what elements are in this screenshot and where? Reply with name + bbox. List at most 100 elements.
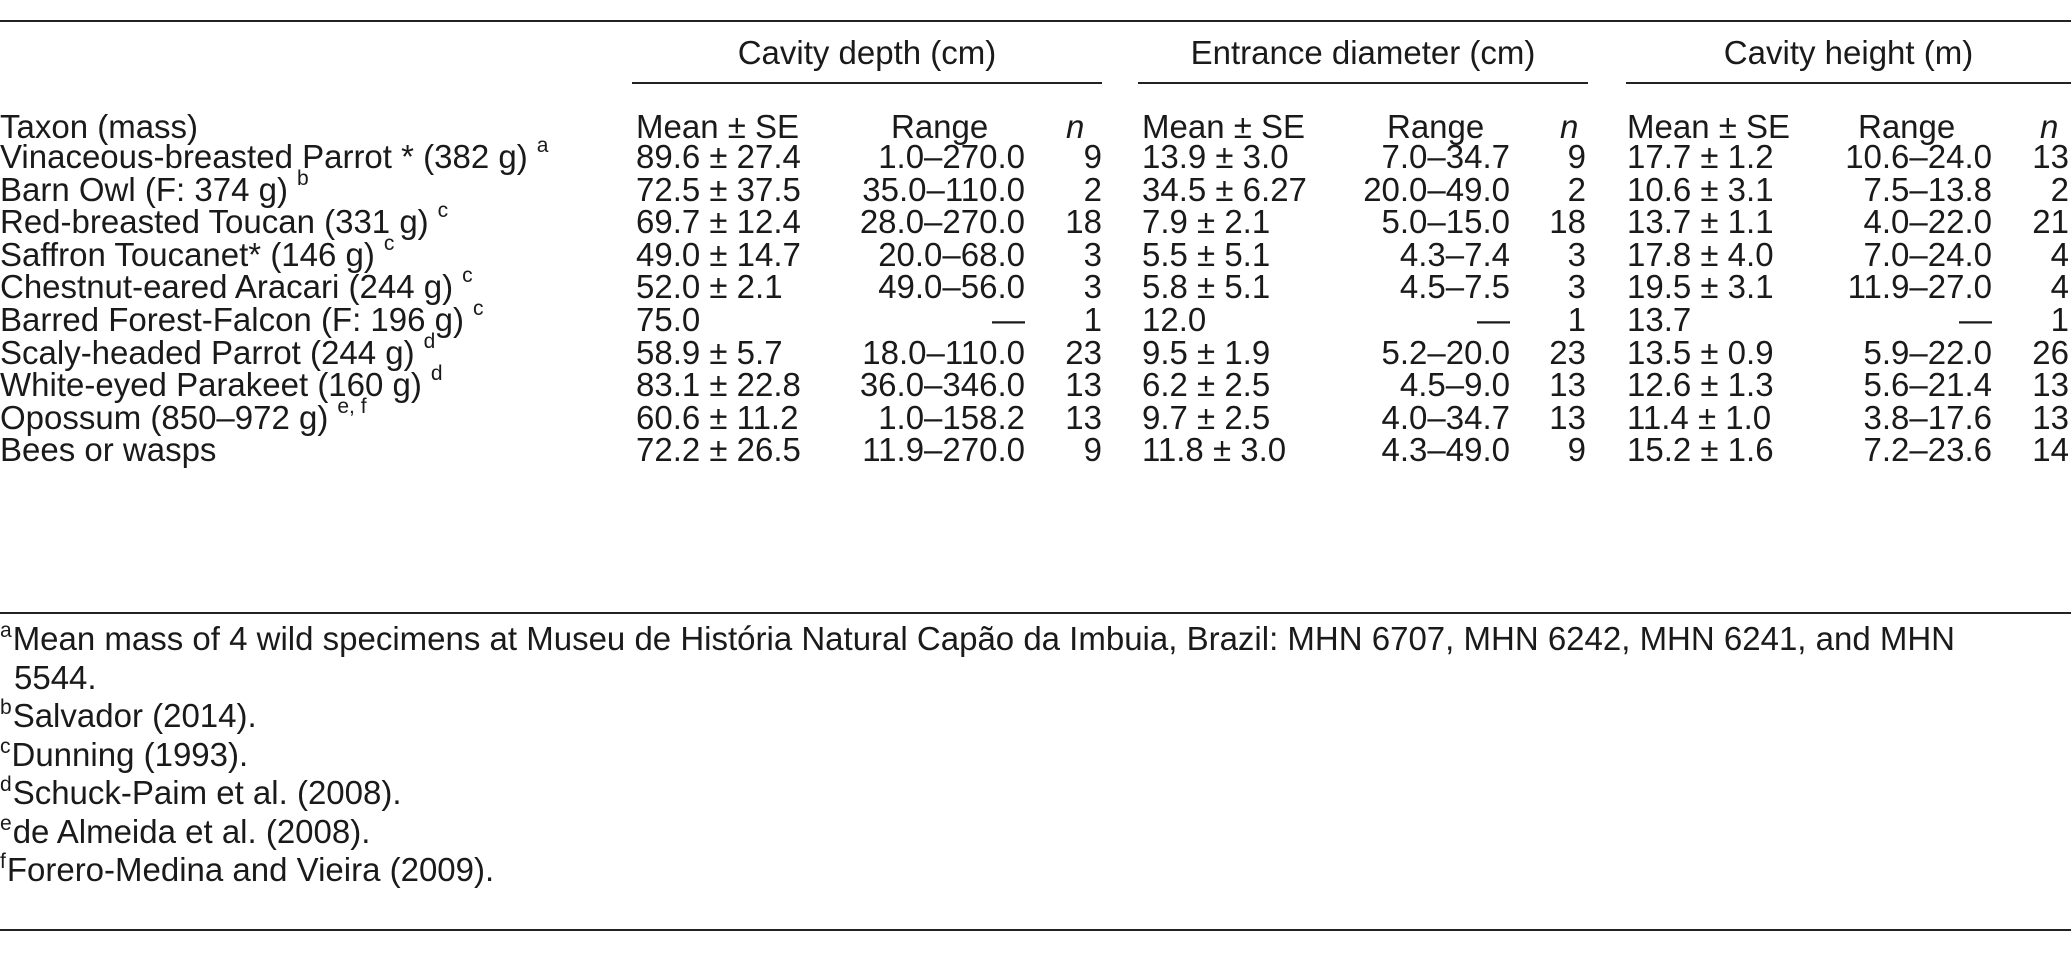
hgt-mean-cell: 17.8 ± 4.0 <box>1627 235 1774 273</box>
depth-mean-cell: 83.1 ± 22.8 <box>636 366 801 404</box>
footnote-text: Mean mass of 4 wild specimens at Museu d… <box>12 620 1956 657</box>
ent-mean-cell: 12.0 <box>1142 301 1207 338</box>
hgt-mean-cell: 15.2 ± 1.6 <box>1627 431 1774 469</box>
hgt-n-cell: 2 <box>2050 170 2069 208</box>
depth-n-cell: 3 <box>1083 268 1102 306</box>
depth-n-cell: 13 <box>1065 366 1102 404</box>
footnote-marker: d <box>423 329 436 353</box>
depth-mean-cell: 75.0 <box>636 301 701 338</box>
hgt-n-cell: 4 <box>2050 235 2069 273</box>
group-header-cavity-height: Cavity height (m) <box>1723 34 1974 71</box>
group-underline-entrance-diameter <box>1138 82 1588 84</box>
hgt-n-cell: 13 <box>2032 138 2069 175</box>
taxon-cell: Saffron Toucanet* (146 g) c <box>0 233 394 274</box>
footnote-mark: b <box>0 696 12 719</box>
taxon-name: Scaly-headed Parrot (244 g) <box>0 333 415 371</box>
taxon-cell: Bees or wasps <box>0 431 216 469</box>
table-row: Opossum (850–972 g) e, f 60.6 ± 11.2 1.0–15… <box>0 396 2071 439</box>
taxon-cell: Barn Owl (F: 374 g) b <box>0 168 309 209</box>
hgt-range-cell: 7.5–13.8 <box>1863 170 1992 208</box>
table-row: Saffron Toucanet* (146 g) c 49.0 ± 14.7 20.… <box>0 233 2071 276</box>
depth-mean-header: Mean ± SE <box>636 108 800 145</box>
ent-range-cell: 4.3–7.4 <box>1399 235 1510 273</box>
ent-mean-cell: 9.5 ± 1.9 <box>1142 333 1271 371</box>
footnote-marker: c <box>473 297 484 320</box>
group-underline-cavity-depth <box>632 82 1102 84</box>
ent-range-cell: 4.5–9.0 <box>1399 366 1510 404</box>
hgt-mean-cell: 12.6 ± 1.3 <box>1627 366 1774 404</box>
ent-mean-cell: 9.7 ± 2.5 <box>1142 398 1271 436</box>
height-n-header: n <box>2040 108 2059 145</box>
footnote-text: de Almeida et al. (2008). <box>12 812 371 850</box>
taxon-name: Barn Owl (F: 374 g) <box>0 170 288 208</box>
depth-n-cell: 2 <box>1083 170 1102 208</box>
taxon-name: White-eyed Parakeet (160 g) <box>0 366 422 404</box>
hgt-range-cell: 4.0–22.0 <box>1863 203 1992 241</box>
depth-range-cell: 35.0–110.0 <box>862 170 1025 208</box>
ent-n-cell: 13 <box>1549 398 1586 436</box>
footnote-mark: d <box>0 773 12 796</box>
footnote-line: dSchuck-Paim et al. (2008). <box>0 773 2071 812</box>
ent-n-cell: 18 <box>1549 203 1586 241</box>
depth-range-cell: 11.9–270.0 <box>862 431 1025 469</box>
entrance-n-header: n <box>1560 108 1579 145</box>
ent-mean-cell: 7.9 ± 2.1 <box>1142 203 1271 241</box>
taxon-name: Bees or wasps <box>0 431 217 469</box>
taxon-header: Taxon (mass) <box>0 108 199 145</box>
body-end-rule <box>0 612 2071 614</box>
footnote-marker: c <box>383 231 395 255</box>
hgt-mean-cell: 11.4 ± 1.0 <box>1627 398 1772 436</box>
taxon-cell: White-eyed Parakeet (160 g) d <box>0 363 443 404</box>
ent-mean-cell: 5.8 ± 5.1 <box>1142 268 1271 306</box>
hgt-range-cell: 3.8–17.6 <box>1863 398 1992 436</box>
group-header-entrance-diameter: Entrance diameter (cm) <box>1190 34 1536 71</box>
hgt-n-cell: 1 <box>2050 301 2069 338</box>
footnote-line: aMean mass of 4 wild specimens at Museu … <box>0 619 2071 658</box>
footnote-line: bSalvador (2014). <box>0 696 2071 735</box>
depth-mean-cell: 89.6 ± 27.4 <box>636 138 801 175</box>
group-header-cavity-depth: Cavity depth (cm) <box>737 34 997 71</box>
ent-mean-cell: 5.5 ± 5.1 <box>1142 235 1271 273</box>
footnote-line: ede Almeida et al. (2008). <box>0 812 2071 851</box>
depth-n-cell: 1 <box>1083 301 1102 338</box>
footnote-mark: c <box>0 734 11 758</box>
depth-n-header: n <box>1066 108 1085 145</box>
hgt-n-cell: 13 <box>2032 398 2069 436</box>
hgt-mean-cell: 17.7 ± 1.2 <box>1627 138 1774 175</box>
footnote-text: Schuck-Paim et al. (2008). <box>12 774 402 811</box>
table-row: Bees or wasps 72.2 ± 26.5 11.9–270.0 9 11.8 … <box>0 431 2071 471</box>
depth-mean-cell: 58.9 ± 5.7 <box>636 333 783 371</box>
depth-mean-cell: 52.0 ± 2.1 <box>636 268 783 306</box>
ent-mean-cell: 13.9 ± 3.0 <box>1142 138 1289 175</box>
depth-range-cell: — <box>992 301 1025 338</box>
ent-mean-cell: 11.8 ± 3.0 <box>1142 431 1287 469</box>
footnote-line: cDunning (1993). <box>0 734 2071 774</box>
height-mean-header: Mean ± SE <box>1627 108 1791 145</box>
depth-mean-cell: 72.5 ± 37.5 <box>636 170 801 208</box>
ent-n-cell: 9 <box>1567 138 1586 175</box>
table-row: Chestnut-eared Aracari (244 g) c 52.0 ± 2.… <box>0 265 2071 308</box>
depth-n-cell: 18 <box>1065 203 1102 241</box>
footnote-text: Forero-Medina and Vieira (2009). <box>6 851 495 888</box>
hgt-range-cell: 5.9–22.0 <box>1863 333 1992 371</box>
depth-n-cell: 9 <box>1083 138 1102 175</box>
hgt-n-cell: 13 <box>2032 366 2069 404</box>
footnote-marker: c <box>462 264 473 288</box>
depth-range-header: Range <box>891 108 989 145</box>
footnote-marker: a <box>536 134 549 157</box>
taxon-name: Saffron Toucanet* (146 g) <box>0 235 375 273</box>
ent-n-cell: 1 <box>1567 301 1586 338</box>
table-row: Barred Forest-Falcon (F: 196 g) c 75.0 — 1 12… <box>0 298 2071 341</box>
bottom-rule <box>0 929 2071 931</box>
footnote-marker: c <box>437 199 449 223</box>
depth-n-cell: 13 <box>1065 398 1102 436</box>
top-rule <box>0 20 2071 22</box>
hgt-mean-cell: 19.5 ± 3.1 <box>1627 268 1774 306</box>
hgt-n-cell: 14 <box>2032 431 2069 469</box>
ent-range-cell: 5.0–15.0 <box>1381 203 1510 241</box>
hgt-n-cell: 21 <box>2032 203 2069 241</box>
depth-mean-cell: 60.6 ± 11.2 <box>636 398 799 436</box>
group-underline-cavity-height <box>1626 82 2071 84</box>
ent-n-cell: 3 <box>1567 268 1586 306</box>
